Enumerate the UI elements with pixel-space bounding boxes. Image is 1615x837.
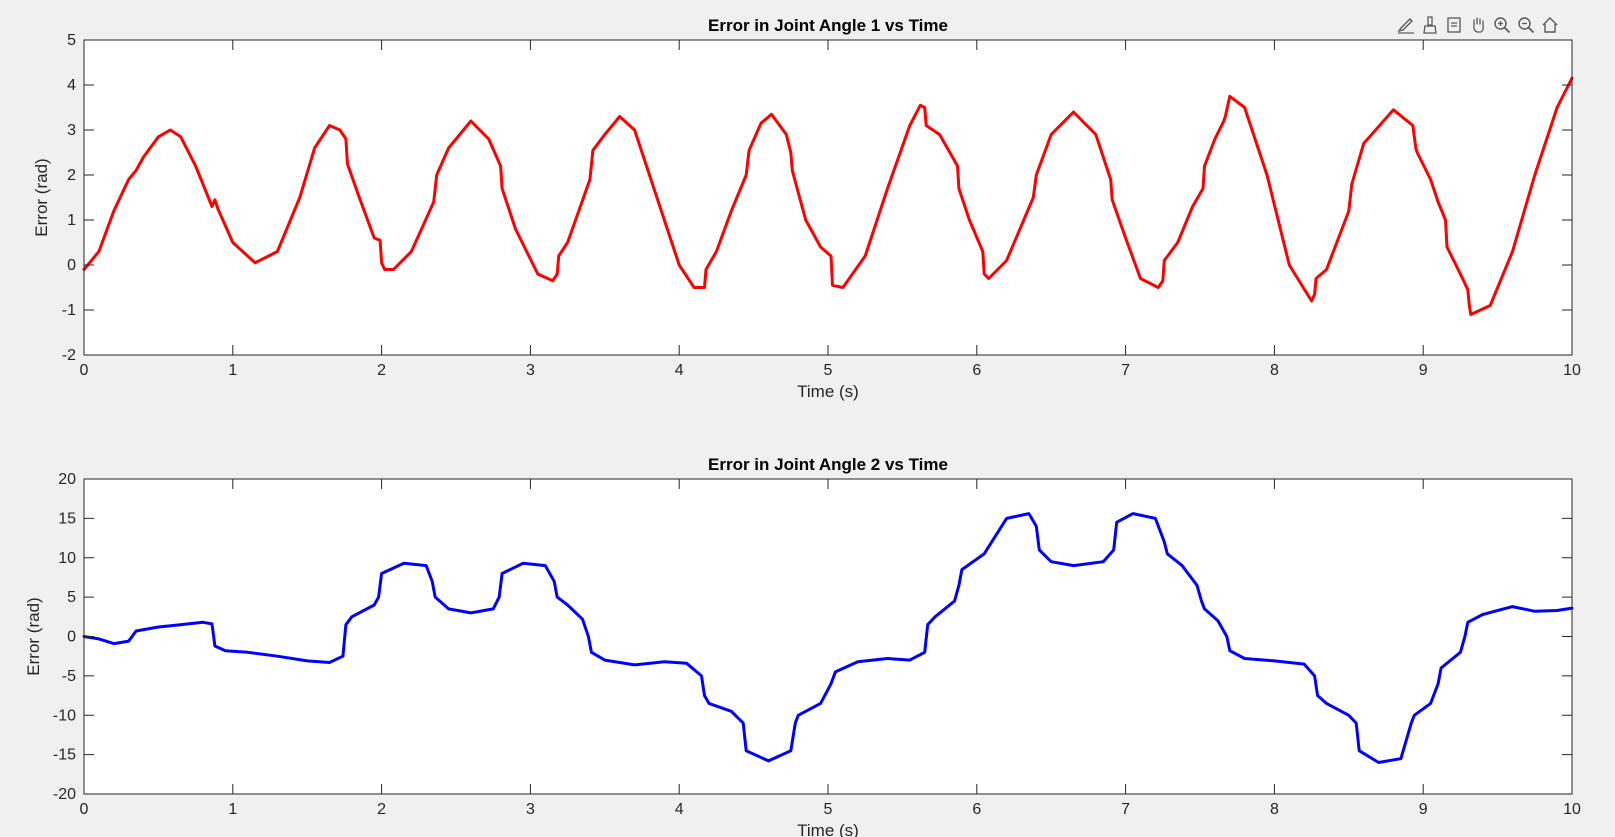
x-axis-label: Time (s) (797, 382, 859, 401)
home-icon[interactable] (1539, 14, 1561, 36)
axes-joint-angle-1[interactable]: 0 1 2 3 4 5 6 7 8 9 10 -2 -1 0 1 2 3 4 5 Error in Joint An… (32, 16, 1581, 401)
x-tick-label: 0 (80, 362, 89, 379)
series-line (82, 76, 1574, 316)
y-tick-label: 10 (58, 550, 76, 567)
x-tick-label: 0 (80, 801, 89, 818)
series-line (82, 512, 1574, 764)
y-axis-label: Error (rad) (32, 158, 51, 236)
pan-hand-icon[interactable] (1467, 14, 1489, 36)
y-tick-label: -1 (62, 302, 76, 319)
data-brush-icon[interactable] (1419, 14, 1441, 36)
y-tick-label: 5 (67, 589, 76, 606)
tick-group: 0 1 2 3 4 5 6 7 8 9 10 -20 -15 -10 -5 0 5 10 15 20 (53, 471, 1581, 818)
x-tick-label: 5 (824, 801, 833, 818)
x-tick-label: 8 (1270, 801, 1279, 818)
brush-edit-icon[interactable] (1395, 14, 1417, 36)
x-tick-label: 3 (526, 362, 535, 379)
x-tick-label: 9 (1419, 801, 1428, 818)
x-tick-label: 9 (1419, 362, 1428, 379)
tick-group: 0 1 2 3 4 5 6 7 8 9 10 -2 -1 0 1 2 3 4 5 (62, 32, 1581, 379)
plot-area (82, 512, 1574, 764)
y-axis-label: Error (rad) (24, 597, 43, 675)
axes-background (84, 479, 1572, 794)
x-tick-label: 1 (228, 362, 237, 379)
y-tick-label: 2 (67, 167, 76, 184)
y-tick-label: 0 (67, 257, 76, 274)
x-tick-label: 5 (824, 362, 833, 379)
x-tick-label: 4 (675, 362, 684, 379)
y-tick-label: 15 (58, 510, 76, 527)
x-tick-label: 2 (377, 362, 386, 379)
y-tick-label: 1 (67, 212, 76, 229)
zoom-out-icon[interactable] (1515, 14, 1537, 36)
y-tick-label: -20 (53, 786, 76, 803)
y-tick-label: -5 (62, 668, 76, 685)
axes-joint-angle-2[interactable]: 0 1 2 3 4 5 6 7 8 9 10 -20 -15 -10 -5 0 5 10 15 20 Error in… (24, 455, 1581, 837)
x-tick-label: 8 (1270, 362, 1279, 379)
x-tick-label: 6 (972, 362, 981, 379)
y-tick-label: 20 (58, 471, 76, 488)
x-tick-label: 2 (377, 801, 386, 818)
y-tick-label: 0 (67, 629, 76, 646)
data-tips-icon[interactable] (1443, 14, 1465, 36)
y-tick-label: -10 (53, 707, 76, 724)
x-tick-label: 1 (228, 801, 237, 818)
chart-title: Error in Joint Angle 1 vs Time (708, 16, 948, 35)
y-tick-label: 4 (67, 77, 76, 94)
x-tick-label: 6 (972, 801, 981, 818)
axes-background (84, 40, 1572, 355)
y-tick-label: 3 (67, 122, 76, 139)
x-tick-label: 7 (1121, 801, 1130, 818)
x-tick-label: 10 (1563, 801, 1581, 818)
y-tick-label: -15 (53, 747, 76, 764)
y-tick-label: -2 (62, 347, 76, 364)
x-tick-label: 3 (526, 801, 535, 818)
chart-title: Error in Joint Angle 2 vs Time (708, 455, 948, 474)
x-tick-label: 10 (1563, 362, 1581, 379)
x-tick-label: 7 (1121, 362, 1130, 379)
figure-toolbar (1395, 14, 1561, 36)
y-tick-label: 5 (67, 32, 76, 49)
zoom-in-icon[interactable] (1491, 14, 1513, 36)
x-tick-label: 4 (675, 801, 684, 818)
plot-area (82, 76, 1574, 316)
x-axis-label: Time (s) (797, 821, 859, 837)
